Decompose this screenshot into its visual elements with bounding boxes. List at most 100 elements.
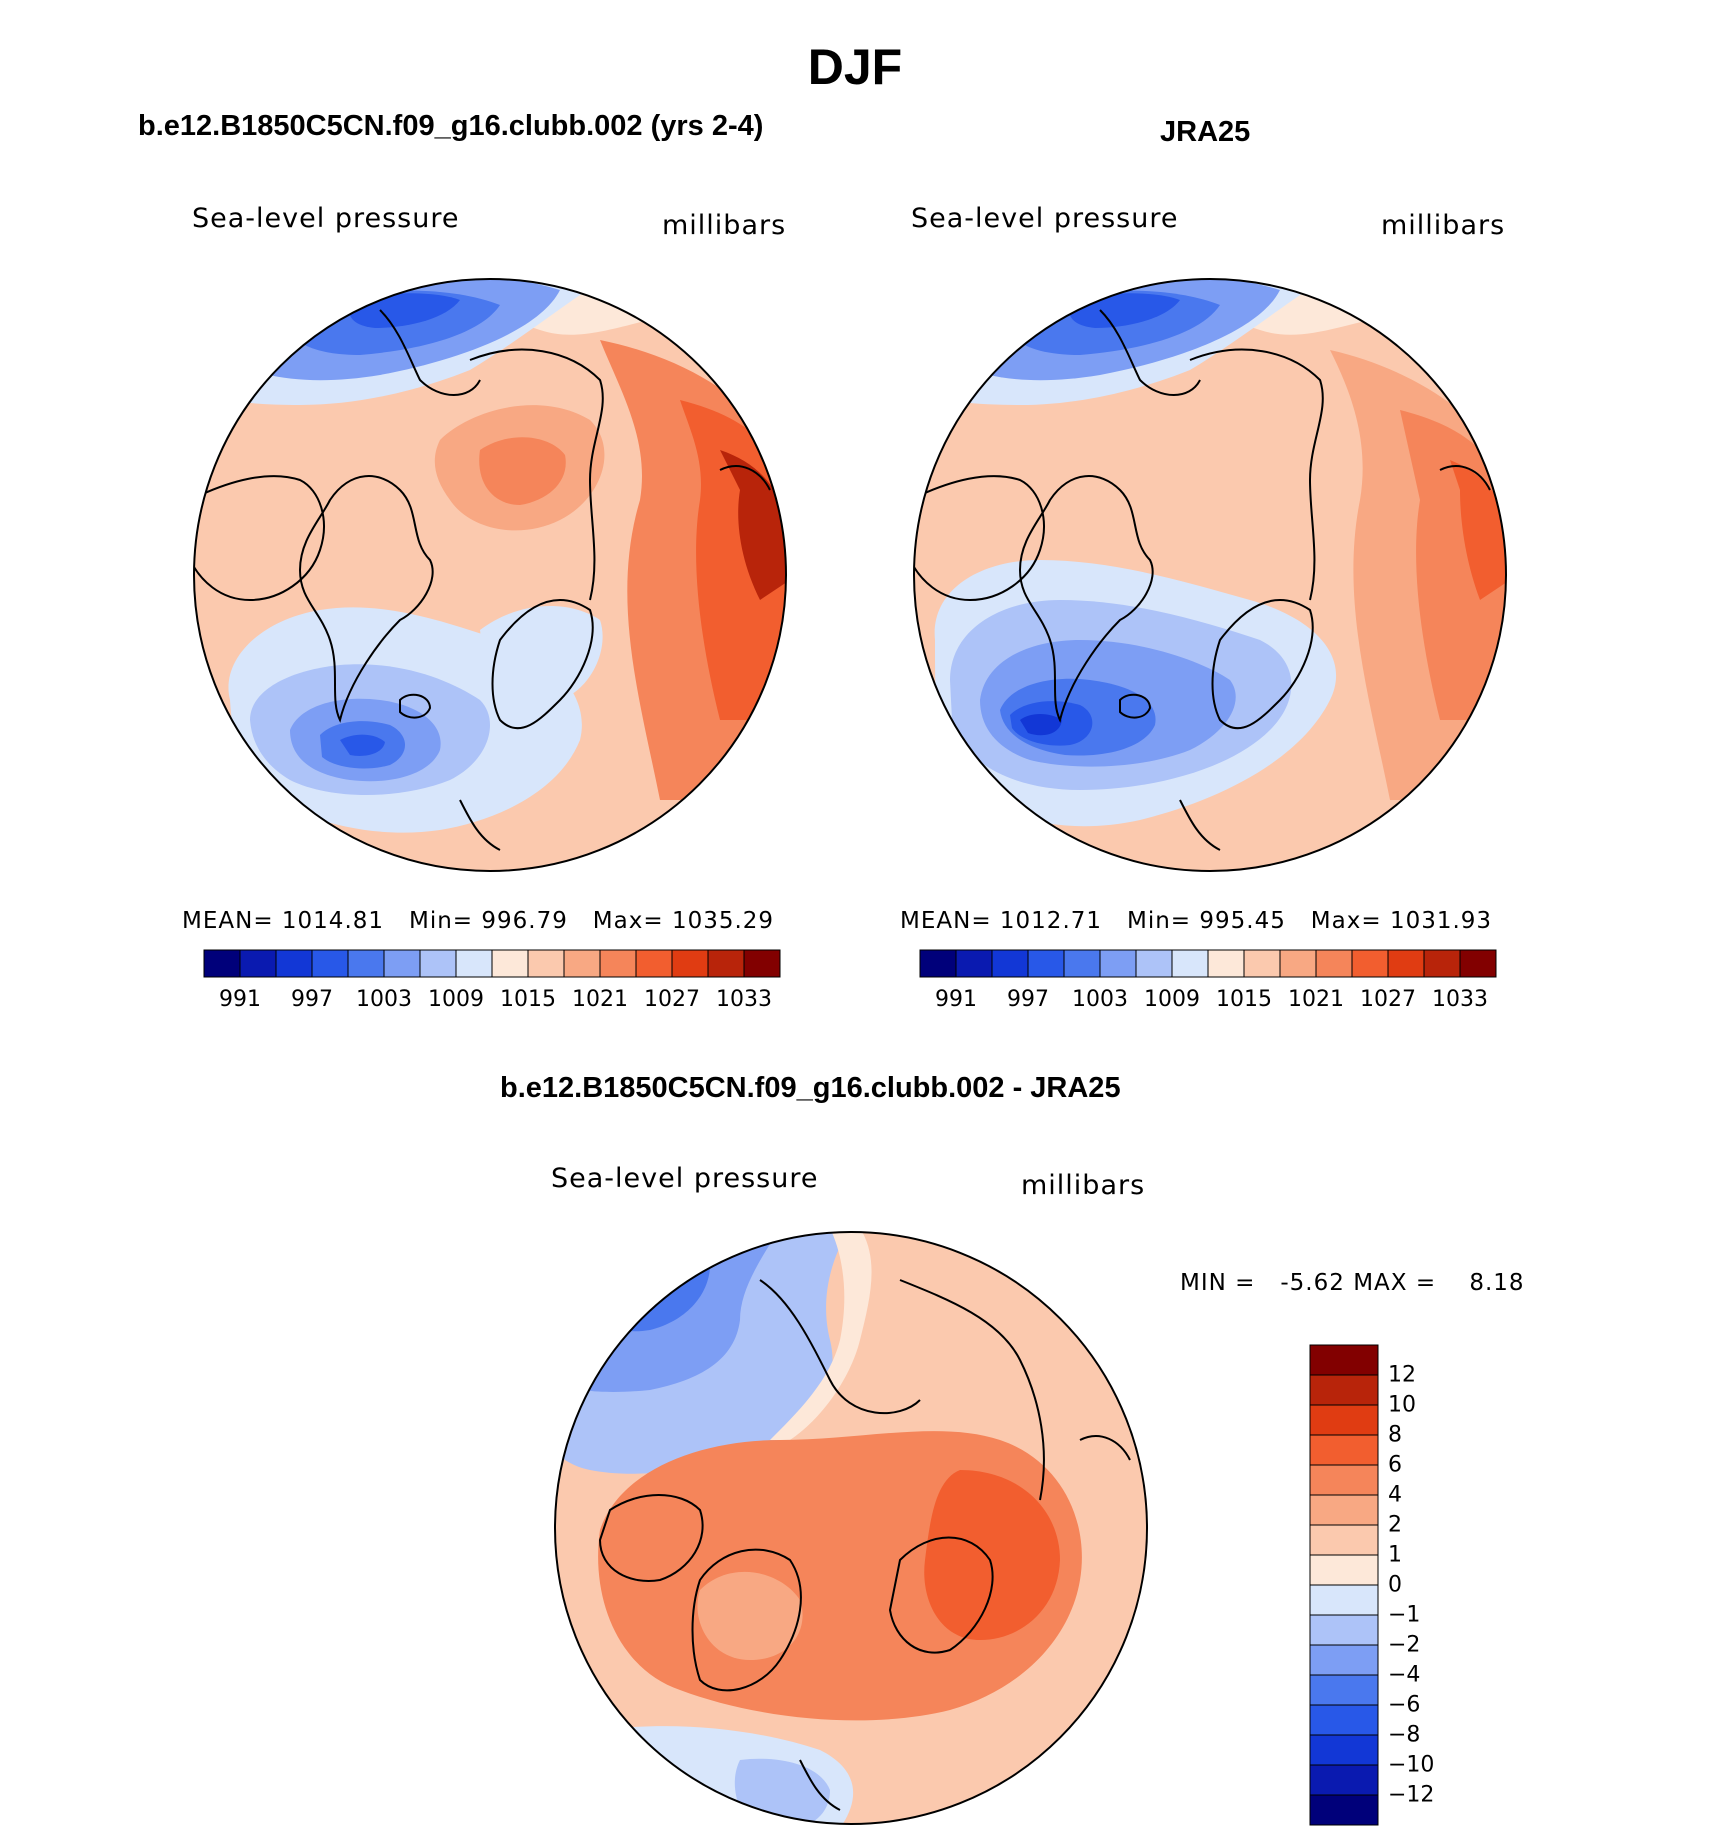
obs-map-border [913, 278, 1507, 872]
model-colorbar-swatch [419, 949, 457, 978]
model-colorbar-swatch [455, 949, 493, 978]
diff-colorbar-swatch [1309, 1404, 1379, 1436]
model-max-value: 1035.29 [671, 908, 775, 934]
diff-min-value: -5.62 [1280, 1270, 1345, 1296]
diff-colorbar-swatch [1309, 1764, 1379, 1796]
obs-colorbar-tick-label: 1003 [1072, 987, 1128, 1012]
model-variable-label: Sea-level pressure [192, 203, 460, 234]
obs-colorbar-swatch [1135, 949, 1173, 978]
model-coast-britain [459, 799, 501, 851]
diff-coast-alaska [759, 1279, 921, 1415]
diff-stats: MIN = -5.62 MAX = 8.18 [1180, 1270, 1525, 1296]
diff-units-label: millibars [1021, 1170, 1146, 1201]
model-colorbar-tick-label: 1027 [644, 987, 700, 1012]
obs-colorbar-swatch [955, 949, 993, 978]
diff-colorbar-swatch [1309, 1464, 1379, 1496]
diff-colorbar-swatch [1309, 1614, 1379, 1646]
model-colorbar-swatch [563, 949, 601, 978]
diff-variable-label: Sea-level pressure [551, 1163, 819, 1194]
obs-panel-title: JRA25 [1160, 116, 1251, 148]
diff-max-label: MAX = [1353, 1270, 1437, 1296]
model-coast-sakhalin [719, 465, 771, 491]
diff-colorbar [1309, 1344, 1379, 1826]
diff-colorbar-swatch [1309, 1494, 1379, 1526]
obs-coastlines [914, 309, 1491, 851]
diff-colorbar-tick-label: −4 [1388, 1662, 1421, 1688]
obs-colorbar-swatch [1279, 949, 1317, 978]
obs-coast-iceland [1119, 693, 1152, 719]
obs-colorbar-swatch [919, 949, 957, 978]
obs-field-icelandic-peak [1020, 714, 1062, 736]
obs-colorbar-swatch [1351, 949, 1389, 978]
diff-coast-canada [598, 1494, 704, 1582]
diff-colorbar-swatch [1309, 1524, 1379, 1556]
model-colorbar-tick-label: 1009 [428, 987, 484, 1012]
model-panel-title: b.e12.B1850C5CN.f09_g16.clubb.002 (yrs 2… [138, 110, 764, 142]
obs-coast-alaska [1099, 309, 1201, 396]
diff-colorbar-tick-label: −10 [1388, 1752, 1435, 1778]
obs-colorbar-tick-label: 991 [935, 987, 977, 1012]
model-colorbar-tick-label: 997 [291, 987, 333, 1012]
obs-units-label: millibars [1381, 210, 1506, 241]
model-colorbar-tick-label: 1021 [572, 987, 628, 1012]
diff-min-label: MIN = [1180, 1270, 1256, 1296]
obs-coast-greenland [1018, 475, 1154, 723]
diff-colorbar-tick-label: −6 [1388, 1692, 1421, 1718]
diff-colorbar-tick-label: 0 [1388, 1572, 1402, 1598]
obs-colorbar [919, 949, 1497, 978]
model-min-label: Min= [408, 908, 474, 934]
obs-coast-scandinavia [1211, 599, 1314, 730]
obs-colorbar-swatch [1207, 949, 1245, 978]
model-field-pacific-high-peak [720, 450, 786, 600]
model-colorbar-swatch [347, 949, 385, 978]
diff-field-zero-band [770, 1232, 872, 1440]
obs-min-value: 995.45 [1199, 908, 1286, 934]
season-title: DJF [807, 39, 903, 95]
diff-coast-britain [799, 1759, 841, 1811]
diff-colorbar-tick-label: −8 [1388, 1722, 1421, 1748]
model-map [194, 279, 786, 871]
diff-colorbar-swatch [1309, 1434, 1379, 1466]
diff-colorbar-tick-label: 8 [1388, 1422, 1402, 1448]
model-colorbar-swatch [635, 949, 673, 978]
model-colorbar-swatch [671, 949, 709, 978]
diff-colorbar-tick-label: −12 [1388, 1782, 1435, 1808]
diff-map-border [554, 1231, 1148, 1825]
diff-colorbar-swatch [1309, 1794, 1379, 1826]
obs-colorbar-swatch [1243, 949, 1281, 978]
obs-coast-britain [1179, 799, 1221, 851]
model-coastlines [194, 309, 771, 851]
obs-colorbar-swatch [1063, 949, 1101, 978]
diff-max-value: 8.18 [1469, 1270, 1525, 1296]
model-units-label: millibars [662, 210, 787, 241]
obs-field-pacific-high-peak [1450, 460, 1506, 600]
obs-mean-label: MEAN= [900, 908, 992, 934]
diff-coastlines [598, 1279, 1131, 1811]
obs-coast-siberia [1189, 348, 1324, 601]
diff-colorbar-swatch [1309, 1374, 1379, 1406]
diff-colorbar-swatch [1309, 1704, 1379, 1736]
diff-field-positive-core [924, 1470, 1060, 1640]
model-coast-scandinavia [491, 599, 594, 730]
diff-coast-siberia [899, 1279, 1045, 1501]
diff-coast-greenland [691, 1548, 802, 1692]
diff-colorbar-swatch [1309, 1344, 1379, 1376]
obs-colorbar-tick-label: 1015 [1216, 987, 1272, 1012]
diff-colorbar-tick-label: −1 [1388, 1602, 1421, 1628]
obs-colorbar-swatch [1027, 949, 1065, 978]
diff-colorbar-tick-label: 6 [1388, 1452, 1402, 1478]
model-colorbar-swatch [311, 949, 349, 978]
diff-colorbar-tick-label: 4 [1388, 1482, 1402, 1508]
diff-colorbar-swatch [1309, 1554, 1379, 1586]
obs-variable-label: Sea-level pressure [911, 203, 1179, 234]
obs-colorbar-tick-label: 1033 [1432, 987, 1488, 1012]
model-field-siberian-core [479, 437, 566, 505]
obs-mean-value: 1012.71 [999, 908, 1103, 934]
model-colorbar [203, 949, 781, 978]
obs-colorbar-tick-label: 997 [1007, 987, 1049, 1012]
diff-coast-scandinavia [888, 1536, 994, 1654]
model-colorbar-swatch [275, 949, 313, 978]
diff-map [555, 1232, 1147, 1824]
model-colorbar-swatch [707, 949, 745, 978]
